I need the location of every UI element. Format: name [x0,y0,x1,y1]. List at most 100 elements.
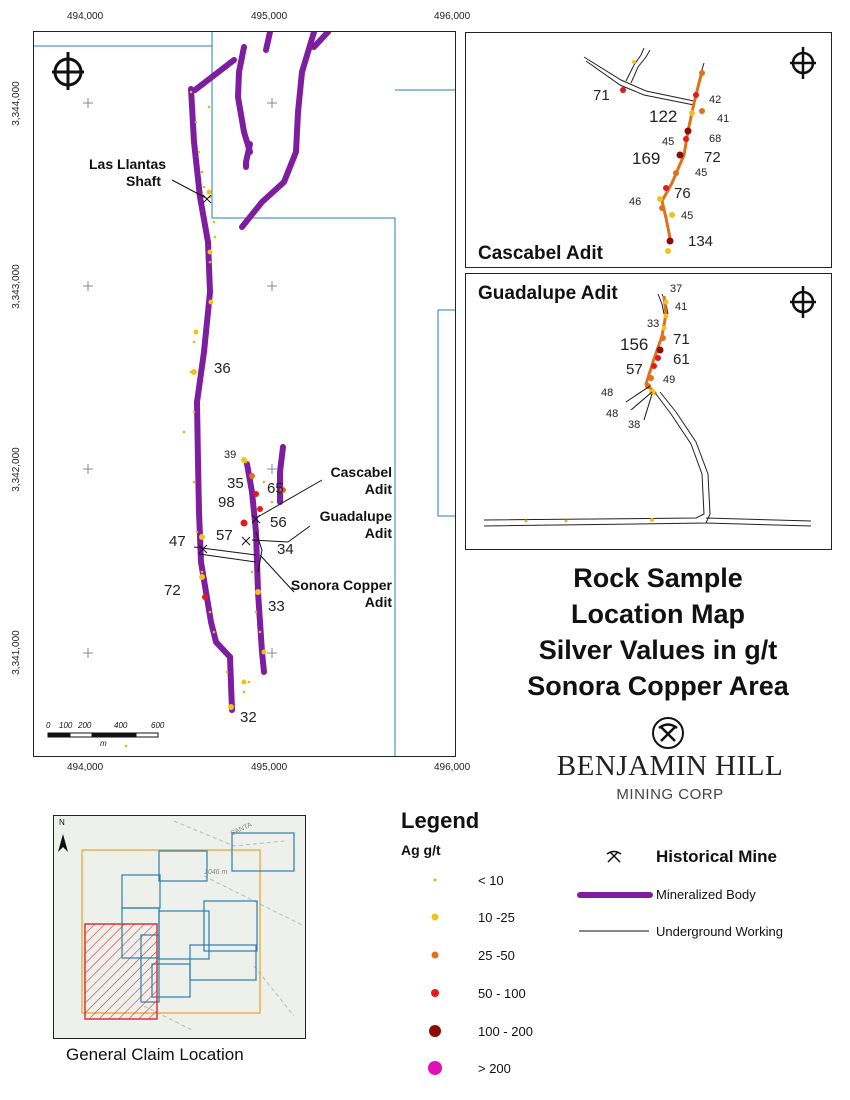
scale-bar [47,732,159,738]
locator-elevation: 1046 m [204,869,228,876]
value-39: 39 [224,449,237,461]
legend-symbol-gt200 [428,1061,442,1075]
sample-points-large [191,189,286,710]
cascabel-value-72: 72 [704,149,721,166]
mineralized-body-swatch [577,892,653,898]
cascabel-value-134: 134 [688,233,714,250]
locator-map[interactable]: N 1046 m SANTA [53,815,306,1039]
guadalupe-value-61: 61 [673,351,690,368]
y-tick-3343000: 3,343,000 [10,264,22,309]
cascabel-value-169: 169 [632,149,661,168]
north-arrow-cascabel [790,47,816,79]
locator-project-area [84,923,158,1020]
north-arrow-main [52,52,84,90]
cascabel-value-41: 41 [717,113,730,125]
underground-working-swatch [579,930,649,932]
guadalupe-value-33: 33 [647,318,660,330]
x-tick-bottom-495000: 495,000 [251,762,288,773]
cascabel-inset[interactable]: 71 42 122 41 68 45 169 72 45 76 46 45 13… [465,32,832,268]
legend-mineralized-body: Mineralized Body [656,887,756,902]
legend-label-25-50: 25 -50 [478,948,515,963]
cascabel-canvas [583,47,816,254]
label-sonora-copper-adit: Sonora Copper Adit [290,577,392,610]
y-tick-3341000: 3,341,000 [10,630,22,675]
cascabel-value-122: 122 [649,107,678,126]
value-34: 34 [277,541,294,558]
legend-symbols [428,878,442,1075]
legend-subtitle: Ag g/t [401,842,441,858]
cascabel-value-42: 42 [709,94,722,106]
claim-boundaries [34,32,455,756]
label-las-llantas-shaft: Las Llantas Shaft [89,156,167,189]
value-98: 98 [218,494,235,511]
y-tick-3344000: 3,344,000 [10,81,22,126]
value-32: 32 [240,709,257,726]
legend-title: Legend [401,808,480,833]
guadalupe-value-48b: 48 [606,408,619,420]
x-tick-bottom-496000: 496,000 [434,762,471,773]
locator-caption: General Claim Location [66,1045,244,1064]
cascabel-value-46: 46 [629,196,642,208]
guadalupe-canvas [483,286,816,527]
scale-tick-200: 200 [78,721,92,730]
guadalupe-leaders [625,385,653,421]
map-title-line-4: Sonora Copper Area [527,671,789,701]
x-tick-top-496000: 496,000 [434,11,471,22]
legend-symbol-100-200 [429,1025,441,1037]
value-36: 36 [214,360,231,377]
value-65: 65 [267,480,284,497]
map-title-line-3: Silver Values in g/t [538,635,778,665]
scale-unit: m [100,739,107,748]
cascabel-value-71: 71 [593,87,610,104]
x-tick-bottom-494000: 494,000 [67,762,104,773]
guadalupe-inset[interactable]: Guadalupe Adit 37 41 33 71 156 61 57 49 … [465,273,832,550]
value-33: 33 [268,598,285,615]
locator-canvas [54,816,305,1038]
legend-label-100-200: 100 - 200 [478,1024,533,1039]
map-title-line-2: Location Map [571,599,745,629]
label-cascabel-adit: Cascabel Adit [330,464,392,497]
y-tick-3342000: 3,342,000 [10,447,22,492]
cascabel-value-76: 76 [674,185,691,202]
legend-label-10-25: 10 -25 [478,910,515,925]
main-map-canvas [34,32,455,756]
company-name: BENJAMIN HILL [556,750,784,782]
legend-label-lt10: < 10 [478,873,504,888]
guadalupe-value-57: 57 [626,361,643,378]
value-57: 57 [216,527,233,544]
cascabel-value-68: 68 [709,133,722,145]
scale-tick-0: 0 [46,721,51,730]
historical-mine-icon [606,850,622,863]
legend-symbol-lt10 [433,878,437,882]
label-guadalupe-adit: Guadalupe Adit [319,508,392,541]
cascabel-value-45c: 45 [681,210,694,222]
guadalupe-value-37: 37 [670,283,683,295]
cascabel-value-45a: 45 [662,136,675,148]
legend-symbol-50-100 [431,989,439,997]
leader-lines [171,179,323,593]
scale-tick-400: 400 [114,721,128,730]
legend-historical-mine: Historical Mine [656,847,777,866]
guadalupe-value-71: 71 [673,331,690,348]
value-72: 72 [164,582,181,599]
locator-claim-outline [81,849,261,1014]
cascabel-vein [660,70,704,239]
main-map-frame[interactable]: 0 100 200 400 600 m Las Llantas Shaft Ca… [33,31,456,757]
legend-label-50-100: 50 - 100 [478,986,526,1001]
map-title-line-1: Rock Sample [573,563,743,593]
guadalupe-value-156: 156 [620,335,649,354]
legend-label-gt200: > 200 [478,1061,511,1076]
guadalupe-value-38: 38 [628,419,641,431]
locator-north-label: N [59,818,65,827]
cascabel-inset-title: Cascabel Adit [478,243,603,264]
guadalupe-samples [524,299,669,523]
value-56: 56 [270,514,287,531]
north-arrow-guadalupe [790,286,816,318]
company-logo-icon [652,717,684,749]
locator-north-arrow-icon [58,834,68,852]
x-tick-top-495000: 495,000 [251,11,288,22]
scale-tick-100: 100 [59,721,73,730]
cascabel-samples [620,60,705,254]
value-35: 35 [227,475,244,492]
cascabel-value-45b: 45 [695,167,708,179]
